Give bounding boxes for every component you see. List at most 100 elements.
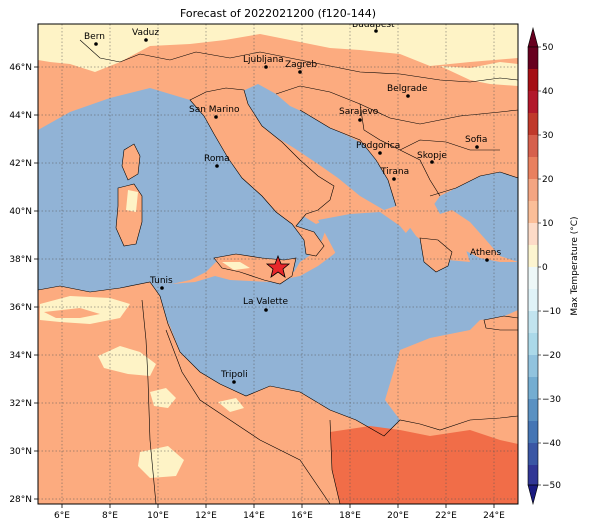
colorbar-axis-label: Max Temperature (°C) xyxy=(570,216,580,315)
land-italy xyxy=(190,88,334,256)
land-sicily-mild xyxy=(222,262,250,270)
city-label-zagreb: Zagreb xyxy=(285,60,317,70)
city-dot-bern xyxy=(94,42,98,46)
city-dot-sarajevo xyxy=(358,118,362,122)
colorbar-bin xyxy=(528,311,538,333)
land-mild-patch-b xyxy=(138,446,184,478)
y-tick-labels: 28°N 30°N 32°N 34°N 36°N 38°N 40°N 42°N … xyxy=(9,63,32,505)
x-tick-label: 6°E xyxy=(54,511,70,521)
colorbar-bin xyxy=(528,333,538,355)
colorbar-bin xyxy=(528,421,538,443)
city-label-tunis: Tunis xyxy=(149,276,173,286)
colorbar-tick-label: 30 xyxy=(542,131,554,141)
city-label-tirana: Tirana xyxy=(380,167,409,177)
x-tick-label: 10°E xyxy=(147,511,169,521)
y-tick-label: 46°N xyxy=(9,63,32,73)
y-tick-label: 38°N xyxy=(9,255,32,265)
colorbar-bin xyxy=(528,443,538,465)
x-tick-label: 22°E xyxy=(435,511,457,521)
land-peloponnese xyxy=(420,238,452,272)
land-mild-atlas xyxy=(98,346,156,376)
colorbar-bin xyxy=(528,157,538,179)
x-tick-label: 24°E xyxy=(483,511,505,521)
y-tick-label: 28°N xyxy=(9,495,32,505)
land-mild-northeast xyxy=(440,62,518,86)
sea-west xyxy=(38,88,330,292)
y-tick-label: 36°N xyxy=(9,303,32,313)
city-label-la-valette: La Valette xyxy=(243,297,288,307)
colorbar-bin xyxy=(528,289,538,311)
axis-ticks xyxy=(34,66,495,508)
city-dot-ljubljana xyxy=(264,65,268,69)
colorbar-bin xyxy=(528,245,538,267)
x-tick-label: 12°E xyxy=(195,511,217,521)
colorbar-bin xyxy=(528,91,538,113)
colorbar-bin xyxy=(528,135,538,157)
colorbar-tick-label: 10 xyxy=(542,219,554,229)
land-sicily xyxy=(214,254,296,284)
colorbar-tick-label: −40 xyxy=(542,439,561,449)
sea-adriatic xyxy=(232,84,396,210)
land-sardinia-mild xyxy=(126,190,138,212)
land-mild-patch-a xyxy=(150,388,176,408)
colorbar-bin xyxy=(528,113,538,135)
y-tick-label: 32°N xyxy=(9,399,32,409)
city-dot-athens xyxy=(485,258,489,262)
location-star-marker xyxy=(265,254,291,278)
y-tick-label: 42°N xyxy=(9,159,32,169)
city-dot-belgrade xyxy=(406,94,410,98)
colorbar-bin xyxy=(528,69,538,91)
sea-central xyxy=(150,226,518,436)
land-corsica xyxy=(122,144,140,180)
colorbar-lower-arrow xyxy=(527,484,539,506)
y-tick-label: 30°N xyxy=(9,447,32,457)
x-tick-label: 16°E xyxy=(291,511,313,521)
land-mild-patch-c xyxy=(218,398,244,412)
colorbar-bin xyxy=(528,223,538,245)
city-label-skopje: Skopje xyxy=(417,151,447,161)
city-dot-skopje xyxy=(430,160,434,164)
colorbar-bin xyxy=(528,355,538,377)
city-dot-podgorica xyxy=(378,151,382,155)
city-label-sofia: Sofia xyxy=(465,135,487,145)
x-tick-label: 20°E xyxy=(387,511,409,521)
city-dot-zagreb xyxy=(298,70,302,74)
y-tick-label: 40°N xyxy=(9,207,32,217)
city-dot-tunis xyxy=(160,286,164,290)
city-label-ljubljana: Ljubljana xyxy=(243,55,284,65)
city-label-sarajevo: Sarajevo xyxy=(339,107,379,117)
x-tick-label: 8°E xyxy=(102,511,118,521)
colorbar-tick-label: 50 xyxy=(542,43,554,53)
colorbar-bin xyxy=(528,179,538,201)
city-label-san-marino: San Marino xyxy=(189,105,240,115)
colorbar-tick-label: 0 xyxy=(542,263,548,273)
colorbar-frame xyxy=(527,46,539,486)
city-label-tripoli: Tripoli xyxy=(220,370,248,380)
x-tick-label: 18°E xyxy=(339,511,361,521)
map-title: Forecast of 2022021200 (f120-144) xyxy=(179,7,377,20)
colorbar-tick-label: −30 xyxy=(542,395,561,405)
land-warm-tunisia xyxy=(44,308,100,318)
y-tick-label: 34°N xyxy=(9,351,32,361)
colorbar-bin xyxy=(528,47,538,69)
colorbar-tick-label: −50 xyxy=(542,481,561,491)
colorbar: 50 40 30 20 10 0 −10 −20 −30 −40 −50 Max… xyxy=(527,26,580,506)
map-area: Bern Vaduz Budapest Ljubljana Zagreb Bel… xyxy=(38,24,518,504)
land-hot-libya xyxy=(330,426,518,504)
city-label-bern: Bern xyxy=(84,32,105,42)
land-balkans xyxy=(276,86,518,262)
map-frame xyxy=(37,23,519,505)
city-label-belgrade: Belgrade xyxy=(387,84,428,94)
land-crete xyxy=(484,316,518,330)
city-label-podgorica: Podgorica xyxy=(356,141,400,151)
colorbar-bin xyxy=(528,399,538,421)
colorbar-bin xyxy=(528,267,538,289)
country-borders xyxy=(38,39,518,504)
colorbar-tick-label: −10 xyxy=(542,307,561,317)
city-dot-tripoli xyxy=(232,380,236,384)
city-label-roma: Roma xyxy=(204,154,230,164)
colorbar-upper-arrow xyxy=(527,26,539,48)
city-label-vaduz: Vaduz xyxy=(132,28,159,38)
city-dot-vaduz xyxy=(144,38,148,42)
city-label-athens: Athens xyxy=(470,248,501,258)
